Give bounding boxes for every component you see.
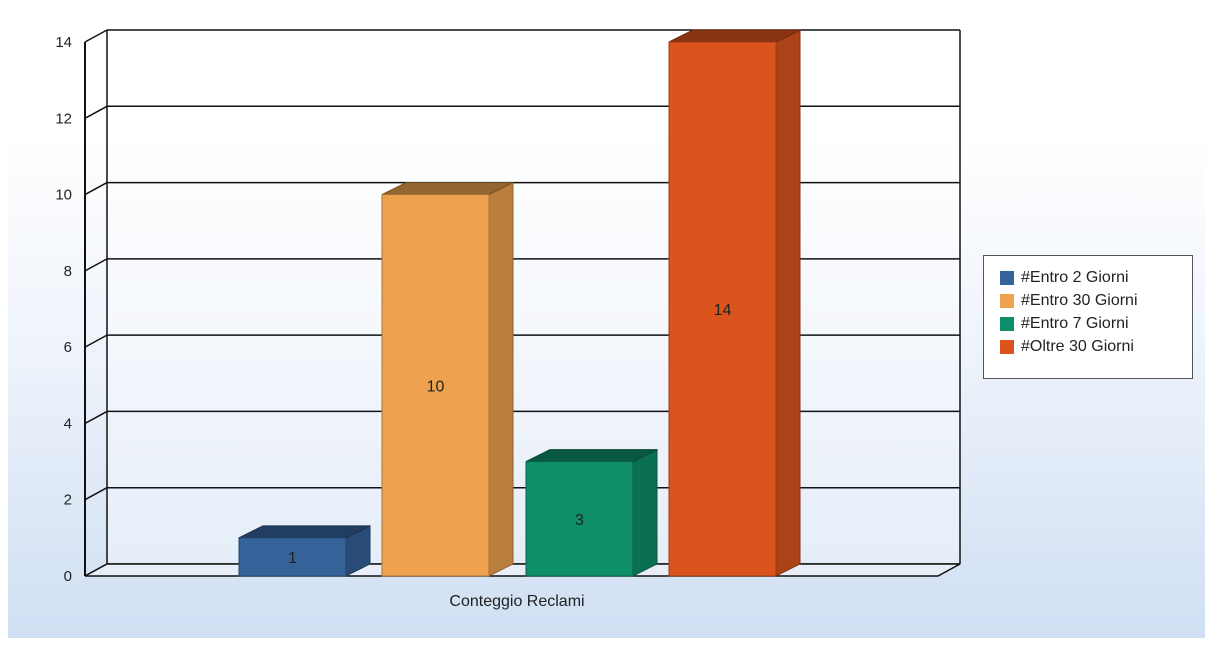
x-axis-label: Conteggio Reclami: [449, 593, 584, 610]
bar-side: [488, 181, 514, 577]
legend-swatch: [1000, 293, 1014, 308]
bar: [668, 41, 777, 577]
y-tick-label: 2: [64, 492, 72, 509]
y-tick-label: 10: [55, 187, 72, 204]
legend-label: #Entro 7 Giorni: [1021, 314, 1129, 332]
legend-label: #Oltre 30 Giorni: [1021, 337, 1134, 355]
gridline-depth: [84, 105, 108, 119]
legend-item: #Entro 30 Giorni: [1000, 289, 1192, 312]
legend-item: #Entro 2 Giorni: [1000, 266, 1192, 289]
gridline-depth: [84, 334, 108, 348]
chart-area: 0 2 4 6 8 10 12 14 1 10 3 14 Conteggio Reclami #Entr…: [8, 8, 1205, 638]
legend-swatch: [1000, 316, 1014, 331]
bar-side: [775, 29, 801, 577]
y-tick-label: 4: [64, 415, 72, 432]
legend-swatch: [1000, 270, 1014, 285]
gridline-depth: [84, 29, 108, 43]
bar-top: [668, 29, 801, 43]
bar-top: [381, 182, 514, 196]
bar-top: [525, 449, 658, 463]
y-tick-label: 6: [64, 339, 72, 356]
y-tick-label: 0: [64, 568, 72, 585]
bar-side: [632, 448, 658, 577]
bar: [238, 537, 347, 577]
gridline-depth: [84, 258, 108, 272]
bar-data-label: 10: [427, 378, 445, 395]
bar-chart-svg: 0 2 4 6 8 10 12 14 1 10 3 14 Conteggio Reclami: [55, 29, 961, 610]
bar-top: [238, 525, 371, 539]
bar-data-label: 14: [714, 302, 732, 319]
plot-floor: [84, 563, 961, 577]
legend-label: #Entro 2 Giorni: [1021, 268, 1129, 286]
bar: [525, 461, 634, 577]
y-tick-label: 8: [64, 263, 72, 280]
bar-data-label: 3: [575, 512, 584, 529]
gridline-depth: [84, 181, 108, 196]
y-tick-label: 12: [55, 110, 72, 127]
bar-data-label: 1: [288, 550, 297, 567]
gridline-depth: [84, 487, 108, 501]
y-tick-label: 14: [55, 34, 72, 51]
legend-label: #Entro 30 Giorni: [1021, 291, 1138, 309]
bar: [381, 194, 490, 577]
legend-item: #Entro 7 Giorni: [1000, 312, 1192, 335]
legend-item: #Oltre 30 Giorni: [1000, 335, 1192, 358]
legend-swatch: [1000, 339, 1014, 354]
legend: #Entro 2 Giorni #Entro 30 Giorni #Entro …: [983, 255, 1193, 379]
gridline-depth: [84, 410, 108, 425]
